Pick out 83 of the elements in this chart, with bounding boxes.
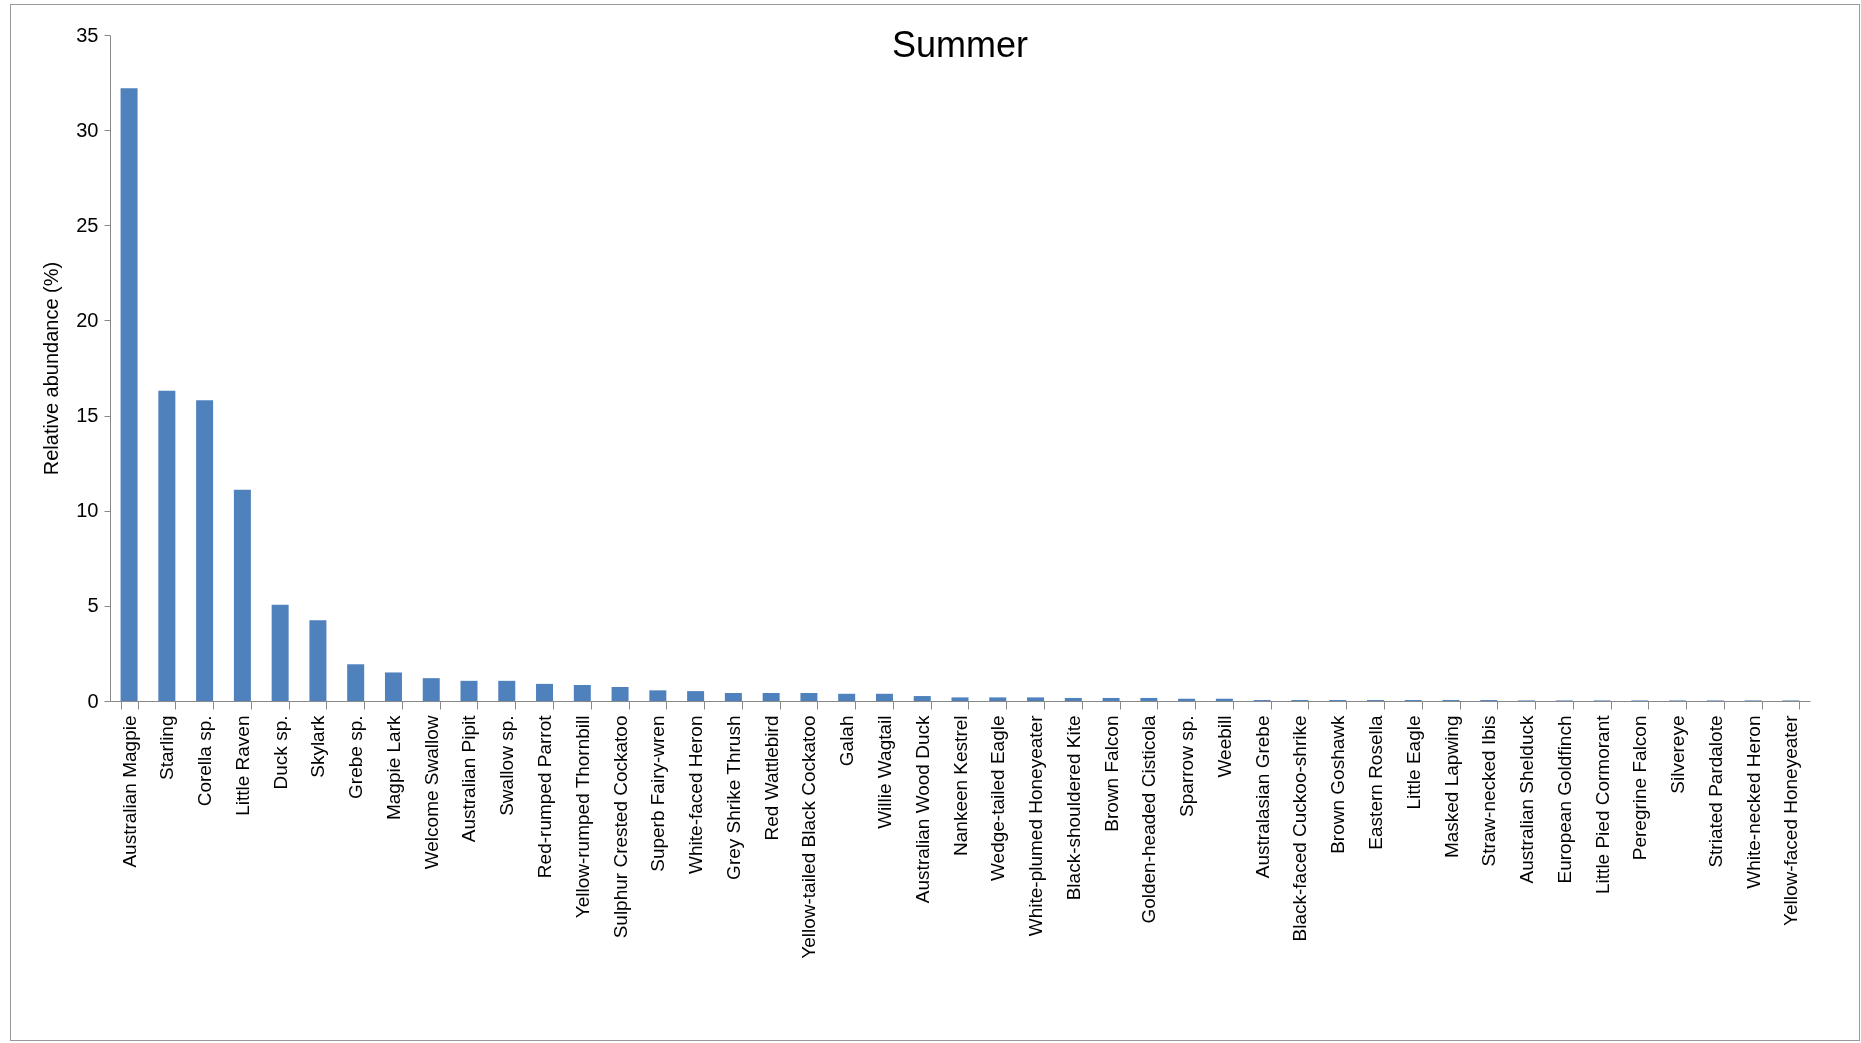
x-tick-label: Brown Falcon xyxy=(1100,715,1122,832)
y-tick-label: 5 xyxy=(87,594,99,617)
bar xyxy=(875,693,893,701)
bar xyxy=(536,683,554,701)
x-tick-label: White-plumed Honeyeater xyxy=(1025,714,1047,937)
bar xyxy=(158,390,176,701)
chart-title: Summer xyxy=(891,24,1029,65)
bar xyxy=(1140,697,1158,701)
x-tick-label: Golden-headed Cisticola xyxy=(1138,715,1160,924)
x-tick-label: European Goldfinch xyxy=(1553,715,1575,884)
x-tick-label: Magpie Lark xyxy=(382,715,404,821)
x-tick-label: Australasian Grebe xyxy=(1251,715,1273,879)
x-tick-label: Galah xyxy=(836,715,858,767)
x-tick-label: Little Raven xyxy=(231,715,253,816)
bar xyxy=(271,604,289,701)
y-tick-label: 0 xyxy=(87,689,99,712)
x-tick-label: Straw-necked Ibis xyxy=(1478,715,1500,867)
y-tick-label: 20 xyxy=(76,308,99,331)
x-tick-label: Red-rumped Parrot xyxy=(534,714,556,879)
x-tick-label: Australian Magpie xyxy=(118,715,140,868)
x-tick-label: Black-faced Cuckoo-shrike xyxy=(1289,715,1311,942)
bar xyxy=(498,680,516,701)
x-tick-label: Australian Pipit xyxy=(458,714,480,843)
bar xyxy=(120,88,138,701)
bar xyxy=(233,489,251,701)
x-tick-label: Masked Lapwing xyxy=(1440,715,1462,859)
x-tick-label: Weebill xyxy=(1213,715,1235,778)
bar xyxy=(1027,697,1045,701)
x-tick-label: Peregrine Falcon xyxy=(1629,715,1651,861)
x-tick-label: Sparrow sp. xyxy=(1176,715,1198,817)
x-tick-label: Silvereye xyxy=(1667,715,1689,794)
x-tick-label: White-necked Heron xyxy=(1742,715,1764,889)
x-tick-label: Corella sp. xyxy=(194,715,216,807)
bar xyxy=(913,696,931,701)
x-tick-label: White-faced Heron xyxy=(685,715,707,874)
bar xyxy=(309,620,327,701)
x-tick-label: Skylark xyxy=(307,715,329,778)
x-tick-label: Willie Wagtail xyxy=(873,715,895,829)
x-tick-label: Australian Wood Duck xyxy=(911,715,933,904)
bar xyxy=(951,697,969,701)
y-tick-label: 35 xyxy=(76,23,99,46)
bar xyxy=(724,693,742,701)
bar xyxy=(838,693,856,701)
x-tick-label: Black-shouldered Kite xyxy=(1062,715,1084,901)
x-tick-label: Brown Goshawk xyxy=(1327,715,1349,854)
bar xyxy=(1064,697,1082,701)
x-tick-label: Yellow-faced Honeyeater xyxy=(1780,714,1802,927)
x-tick-label: Eastern Rosella xyxy=(1364,715,1386,850)
y-tick-label: 15 xyxy=(76,404,99,427)
x-tick-label: Little Pied Cormorant xyxy=(1591,714,1613,894)
x-tick-label: Nankeen Kestrel xyxy=(949,715,971,856)
bar xyxy=(649,690,667,701)
x-tick-label: Yellow-tailed Black Cockatoo xyxy=(798,715,820,959)
x-tick-label: Starling xyxy=(156,715,178,780)
x-tick-label: Duck sp. xyxy=(269,715,291,790)
bar xyxy=(989,697,1007,701)
y-tick-label: 25 xyxy=(76,213,99,236)
x-tick-label: Swallow sp. xyxy=(496,715,518,816)
bar xyxy=(611,687,629,701)
bar xyxy=(573,685,591,701)
bar xyxy=(422,678,440,701)
x-tick-label: Sulphur Crested Cockatoo xyxy=(609,715,631,939)
x-tick-label: Yellow-rumped Thornbill xyxy=(571,715,593,919)
x-tick-label: Grebe sp. xyxy=(345,715,367,799)
x-tick-label: Little Eagle xyxy=(1402,715,1424,810)
x-tick-label: Red Wattlebird xyxy=(760,715,782,841)
x-tick-label: Grey Shrike Thrush xyxy=(722,715,744,880)
bar xyxy=(384,672,402,701)
bar xyxy=(762,693,780,701)
y-axis-title: Relative abundance (%) xyxy=(40,261,63,476)
x-tick-label: Australian Shelduck xyxy=(1516,715,1538,884)
x-tick-label: Striated Pardalote xyxy=(1704,715,1726,868)
x-tick-label: Superb Fairy-wren xyxy=(647,715,669,872)
bar xyxy=(196,400,214,701)
bar xyxy=(1102,697,1120,701)
y-tick-label: 30 xyxy=(76,118,99,141)
bar xyxy=(347,664,365,701)
y-tick-label: 10 xyxy=(76,499,99,522)
bar xyxy=(687,691,705,701)
x-tick-label: Wedge-tailed Eagle xyxy=(987,715,1009,881)
bar xyxy=(460,680,478,701)
bar xyxy=(800,693,818,701)
x-tick-label: Welcome Swallow xyxy=(420,715,442,870)
